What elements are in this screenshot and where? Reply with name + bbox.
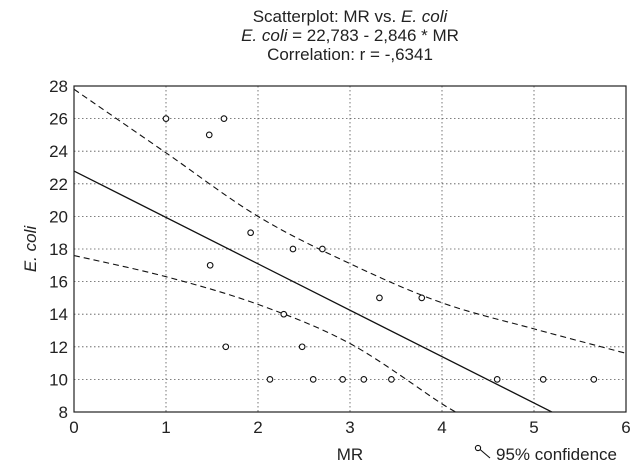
data-point (280, 310, 288, 318)
y-tick-label: 20 (49, 207, 68, 226)
legend-label: 95% confidence (496, 445, 617, 464)
y-tick-label: 12 (49, 338, 68, 357)
data-point (388, 376, 395, 383)
data-point (205, 131, 213, 139)
data-point (222, 343, 230, 351)
y-tick-label: 10 (49, 370, 68, 389)
data-point (339, 376, 346, 383)
y-tick-label: 8 (59, 403, 68, 422)
data-point (590, 376, 598, 383)
x-tick-label: 2 (253, 418, 262, 437)
data-point (493, 376, 501, 383)
legend-marker-icon (474, 444, 482, 452)
data-point (266, 376, 274, 383)
data-point (289, 245, 297, 253)
y-tick-label: 18 (49, 240, 68, 259)
y-axis-label: E. coli (21, 225, 40, 273)
y-tick-label: 14 (49, 305, 68, 324)
x-tick-labels: 0 1 2 3 4 5 6 (69, 418, 630, 437)
regression-line (74, 170, 554, 412)
x-tick-label: 5 (529, 418, 538, 437)
plot-frame (73, 85, 627, 413)
x-axis-label: MR (337, 445, 363, 464)
data-points (162, 115, 598, 383)
data-point (360, 376, 368, 383)
confidence-upper-band (74, 88, 626, 354)
gridlines (74, 86, 626, 412)
data-point (162, 115, 170, 122)
y-tick-labels: 8 10 12 14 16 18 20 22 24 26 28 (49, 77, 68, 422)
data-point (206, 261, 214, 269)
confidence-lower-band (74, 254, 458, 412)
y-tick-label: 24 (49, 142, 68, 161)
data-point (539, 376, 547, 383)
x-tick-label: 0 (69, 418, 78, 437)
data-point (376, 294, 383, 302)
title-line-1: Scatterplot: MR vs. E. coli (253, 7, 449, 26)
y-tick-label: 22 (49, 175, 68, 194)
x-tick-label: 3 (345, 418, 354, 437)
title-line-2: E. coli = 22,783 - 2,846 * MR (241, 26, 459, 45)
y-tick-label: 26 (49, 110, 68, 129)
y-tick-label: 28 (49, 77, 68, 96)
regression-line-group (74, 170, 554, 412)
data-point (319, 245, 326, 253)
data-point (247, 229, 254, 237)
data-point (298, 343, 306, 351)
data-point (220, 115, 228, 122)
data-point (418, 294, 426, 302)
confidence-bands (74, 88, 626, 412)
data-point (309, 376, 317, 383)
x-tick-label: 1 (161, 418, 170, 437)
x-tick-label: 4 (437, 418, 446, 437)
y-tick-label: 16 (49, 273, 68, 292)
x-tick-label: 6 (621, 418, 630, 437)
title-line-3: Correlation: r = -,6341 (267, 45, 433, 64)
legend: 95% confidence (474, 444, 617, 464)
